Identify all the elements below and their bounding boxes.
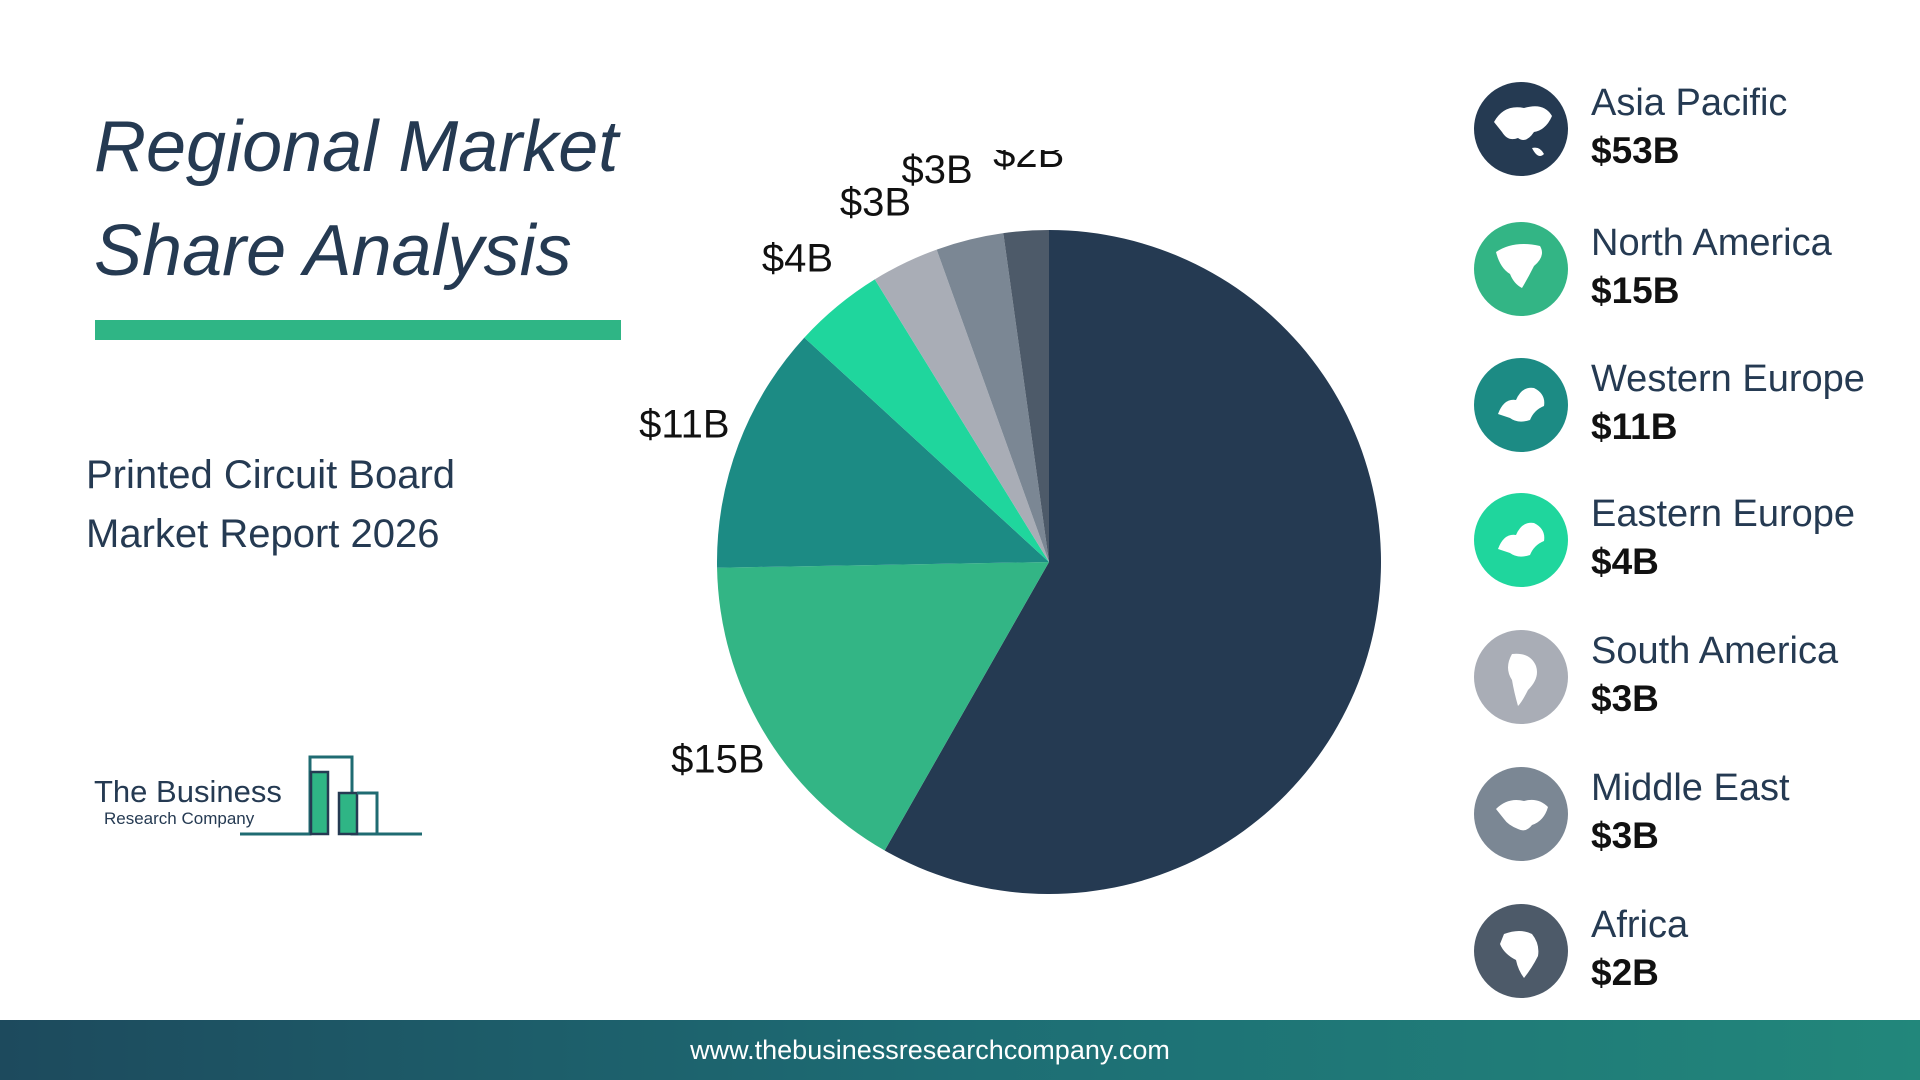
legend-item-south-america: South America $3B [1474, 630, 1914, 730]
title-accent-bar [95, 320, 621, 340]
report-subtitle-line-1: Printed Circuit Board [86, 453, 456, 497]
pie-slice-middle-east [936, 233, 1049, 562]
middle-east-map-icon [1474, 767, 1568, 861]
legend-value: $3B [1591, 815, 1659, 856]
legend-item-middle-east: Middle East $3B [1474, 767, 1914, 867]
legend-item-africa: Africa $2B [1474, 904, 1914, 1004]
pie-data-label: $4B [762, 236, 833, 280]
legend-item-western-europe: Western Europe $11B [1474, 358, 1914, 458]
logo-text-main: The Business [94, 774, 282, 809]
pie-slice-south-america [874, 249, 1049, 562]
legend-item-asia-pacific: Asia Pacific $53B [1474, 82, 1914, 182]
legend-value: $15B [1591, 270, 1680, 311]
page-title-line-1: Regional Market [94, 107, 619, 187]
logo-text-sub: Research Company [104, 809, 255, 828]
pie-data-label: $2B [993, 150, 1064, 176]
legend-label: Eastern Europe [1591, 493, 1856, 535]
legend-label: Western Europe [1591, 358, 1865, 400]
page-title-line-2: Share Analysis [94, 211, 572, 291]
legend-value: $4B [1591, 541, 1659, 582]
legend-label: North America [1591, 222, 1832, 264]
legend-label: Africa [1591, 904, 1689, 946]
pie-data-label: $3B [840, 181, 911, 225]
pie-slice-asia-pacific [884, 230, 1381, 894]
legend-value: $11B [1591, 406, 1678, 447]
legend-value: $2B [1591, 952, 1659, 993]
footer-bar: www.thebusinessresearchcompany.com [0, 1020, 1920, 1080]
legend-label: Asia Pacific [1591, 82, 1788, 124]
logo-building-icon [240, 755, 422, 836]
company-logo: The Business Research Company [92, 730, 432, 840]
legend-label: South America [1591, 630, 1839, 672]
pie-chart: $53B$15B$11B$4B$3B$3B$2B [639, 150, 1381, 894]
pie-data-label: $15B [671, 737, 764, 781]
legend-value: $3B [1591, 678, 1659, 719]
page-title: Regional Market Share Analysis [94, 95, 654, 303]
africa-map-icon [1474, 904, 1568, 998]
south-america-map-icon [1474, 630, 1568, 724]
pie-slice-eastern-europe [804, 279, 1049, 562]
pie-slice-western-europe [717, 337, 1049, 568]
pie-slice-north-america [717, 562, 1049, 851]
report-subtitle-line-2: Market Report 2026 [86, 512, 440, 556]
eastern-europe-map-icon [1474, 493, 1568, 587]
north-america-map-icon [1474, 222, 1568, 316]
pie-slice-africa [1003, 230, 1049, 562]
footer-website-link[interactable]: www.thebusinessresearchcompany.com [690, 1034, 1170, 1065]
pie-data-label: $11B [639, 403, 729, 447]
western-europe-map-icon [1474, 358, 1568, 452]
legend-item-north-america: North America $15B [1474, 222, 1914, 322]
pie-data-label: $3B [901, 150, 972, 192]
legend-label: Middle East [1591, 767, 1790, 809]
legend-value: $53B [1591, 130, 1680, 171]
report-subtitle: Printed Circuit Board Market Report 2026 [86, 446, 566, 564]
asia-map-icon [1474, 82, 1568, 176]
legend-item-eastern-europe: Eastern Europe $4B [1474, 493, 1914, 593]
